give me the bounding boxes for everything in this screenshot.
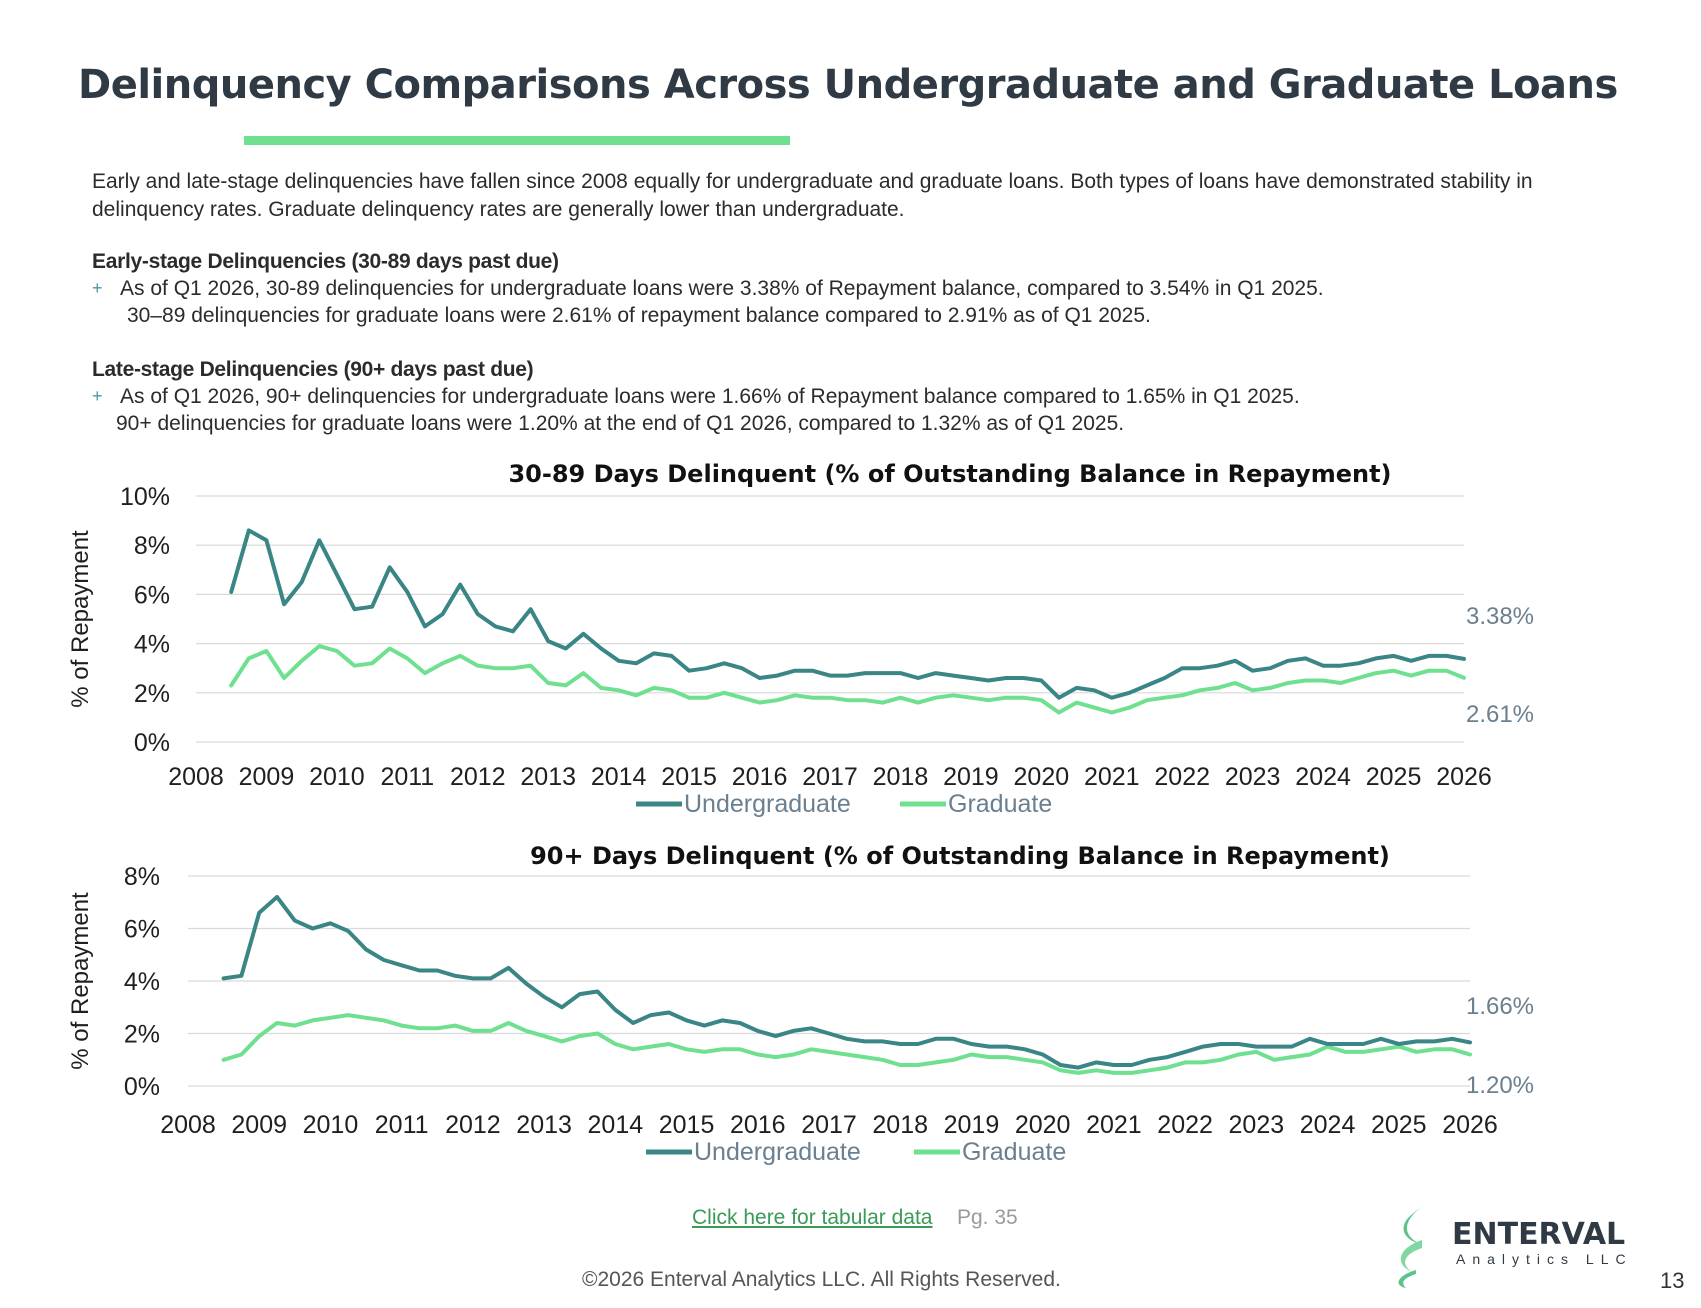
undergraduate-series-line bbox=[229, 528, 1466, 700]
y-tick-label: 2% bbox=[134, 680, 170, 708]
y-tick-label: 8% bbox=[124, 863, 160, 891]
x-tick-label: 2018 bbox=[873, 763, 929, 791]
x-tick-label: 2009 bbox=[239, 763, 295, 791]
x-tick-label: 2019 bbox=[944, 1111, 1000, 1139]
graduate-end-value-label: 1.20% bbox=[1466, 1072, 1534, 1099]
x-tick-label: 2008 bbox=[168, 763, 224, 791]
early-stage-heading: Early-stage Delinquencies (30-89 days pa… bbox=[92, 250, 559, 273]
copyright-notice: ©2026 Enterval Analytics LLC. All Rights… bbox=[582, 1268, 1061, 1291]
y-tick-label: 0% bbox=[124, 1073, 160, 1101]
enterval-logo: ENTERVAL Analytics LLC bbox=[1398, 1204, 1626, 1288]
y-tick-label: 10% bbox=[120, 483, 170, 511]
x-tick-label: 2020 bbox=[1015, 1111, 1071, 1139]
x-tick-label: 2026 bbox=[1442, 1111, 1498, 1139]
y-axis-title: % of Repayment bbox=[67, 892, 94, 1070]
y-tick-label: 2% bbox=[124, 1021, 160, 1049]
x-tick-label: 2020 bbox=[1014, 763, 1070, 791]
late-stage-section: Late-stage Delinquencies (90+ days past … bbox=[92, 356, 1632, 437]
x-tick-label: 2021 bbox=[1086, 1111, 1142, 1139]
x-tick-label: 2010 bbox=[309, 763, 365, 791]
page-title: Delinquency Comparisons Across Undergrad… bbox=[78, 62, 1618, 108]
x-tick-label: 2024 bbox=[1295, 763, 1351, 791]
legend-label-graduate: Graduate bbox=[962, 1138, 1066, 1166]
undergraduate-end-value-label: 1.66% bbox=[1466, 993, 1534, 1020]
x-tick-label: 2025 bbox=[1366, 763, 1422, 791]
late-stage-bullet: + As of Q1 2026, 90+ delinquencies for u… bbox=[92, 383, 1632, 410]
y-tick-label: 4% bbox=[134, 631, 170, 659]
legend-label-undergraduate: Undergraduate bbox=[684, 790, 851, 818]
x-tick-label: 2014 bbox=[591, 763, 647, 791]
x-tick-label: 2022 bbox=[1157, 1111, 1213, 1139]
x-tick-label: 2017 bbox=[802, 763, 858, 791]
x-tick-label: 2019 bbox=[943, 763, 999, 791]
x-tick-label: 2015 bbox=[659, 1111, 715, 1139]
leaf-swirl-icon bbox=[1398, 1204, 1426, 1288]
x-tick-label: 2011 bbox=[380, 763, 434, 791]
logo-tagline: Analytics LLC bbox=[1456, 1251, 1626, 1267]
tabular-data-link[interactable]: Click here for tabular data bbox=[692, 1206, 933, 1229]
x-tick-label: 2014 bbox=[588, 1111, 644, 1139]
plus-bullet-icon: + bbox=[92, 386, 103, 406]
y-tick-label: 0% bbox=[134, 729, 170, 757]
y-tick-label: 8% bbox=[134, 532, 170, 560]
y-tick-label: 4% bbox=[124, 968, 160, 996]
early-stage-bullet: + As of Q1 2026, 30-89 delinquencies for… bbox=[92, 275, 1632, 302]
early-stage-line-2: 30–89 delinquencies for graduate loans w… bbox=[127, 304, 1151, 327]
x-tick-label: 2025 bbox=[1371, 1111, 1427, 1139]
late-stage-line-2: 90+ delinquencies for graduate loans wer… bbox=[116, 412, 1125, 435]
legend-label-undergraduate: Undergraduate bbox=[694, 1138, 861, 1166]
logo-name: ENTERVAL bbox=[1452, 1217, 1625, 1252]
early-stage-section: Early-stage Delinquencies (30-89 days pa… bbox=[92, 248, 1632, 329]
undergraduate-series-line bbox=[221, 895, 1472, 1070]
page-reference: Pg. 35 bbox=[957, 1206, 1018, 1229]
late-delinquency-chart: 90+ Days Delinquent (% of Outstanding Ba… bbox=[67, 842, 1534, 1166]
graduate-series-line bbox=[229, 644, 1466, 715]
page-number: 13 bbox=[1660, 1268, 1685, 1293]
x-tick-label: 2022 bbox=[1154, 763, 1210, 791]
x-tick-label: 2012 bbox=[445, 1111, 501, 1139]
x-tick-label: 2008 bbox=[160, 1111, 216, 1139]
undergraduate-end-value-label: 3.38% bbox=[1466, 603, 1534, 630]
intro-paragraph: Early and late-stage delinquencies have … bbox=[92, 170, 1533, 221]
early-stage-line-1: As of Q1 2026, 30-89 delinquencies for u… bbox=[120, 277, 1324, 300]
x-tick-label: 2026 bbox=[1436, 763, 1492, 791]
title-underline bbox=[244, 136, 790, 145]
chart-title: 90+ Days Delinquent (% of Outstanding Ba… bbox=[530, 842, 1390, 870]
y-tick-label: 6% bbox=[124, 916, 160, 944]
chart-title: 30-89 Days Delinquent (% of Outstanding … bbox=[508, 460, 1391, 488]
legend-label-graduate: Graduate bbox=[948, 790, 1052, 818]
graduate-end-value-label: 2.61% bbox=[1466, 701, 1534, 728]
y-tick-label: 6% bbox=[134, 581, 170, 609]
x-tick-label: 2011 bbox=[375, 1111, 429, 1139]
x-tick-label: 2013 bbox=[516, 1111, 572, 1139]
plus-bullet-icon: + bbox=[92, 278, 103, 298]
x-tick-label: 2015 bbox=[661, 763, 717, 791]
graduate-series-line bbox=[221, 1013, 1472, 1075]
x-tick-label: 2023 bbox=[1229, 1111, 1285, 1139]
x-tick-label: 2016 bbox=[730, 1111, 786, 1139]
x-tick-label: 2023 bbox=[1225, 763, 1281, 791]
x-tick-label: 2017 bbox=[801, 1111, 857, 1139]
early-delinquency-chart: 30-89 Days Delinquent (% of Outstanding … bbox=[67, 460, 1534, 818]
late-stage-heading: Late-stage Delinquencies (90+ days past … bbox=[92, 358, 534, 381]
x-tick-label: 2021 bbox=[1084, 763, 1140, 791]
x-tick-label: 2013 bbox=[520, 763, 576, 791]
x-tick-label: 2016 bbox=[732, 763, 788, 791]
x-tick-label: 2012 bbox=[450, 763, 506, 791]
x-tick-label: 2018 bbox=[872, 1111, 928, 1139]
y-axis-title: % of Repayment bbox=[67, 530, 94, 708]
x-tick-label: 2024 bbox=[1300, 1111, 1356, 1139]
late-stage-line-1: As of Q1 2026, 90+ delinquencies for und… bbox=[120, 385, 1300, 408]
x-tick-label: 2010 bbox=[303, 1111, 359, 1139]
x-tick-label: 2009 bbox=[231, 1111, 287, 1139]
